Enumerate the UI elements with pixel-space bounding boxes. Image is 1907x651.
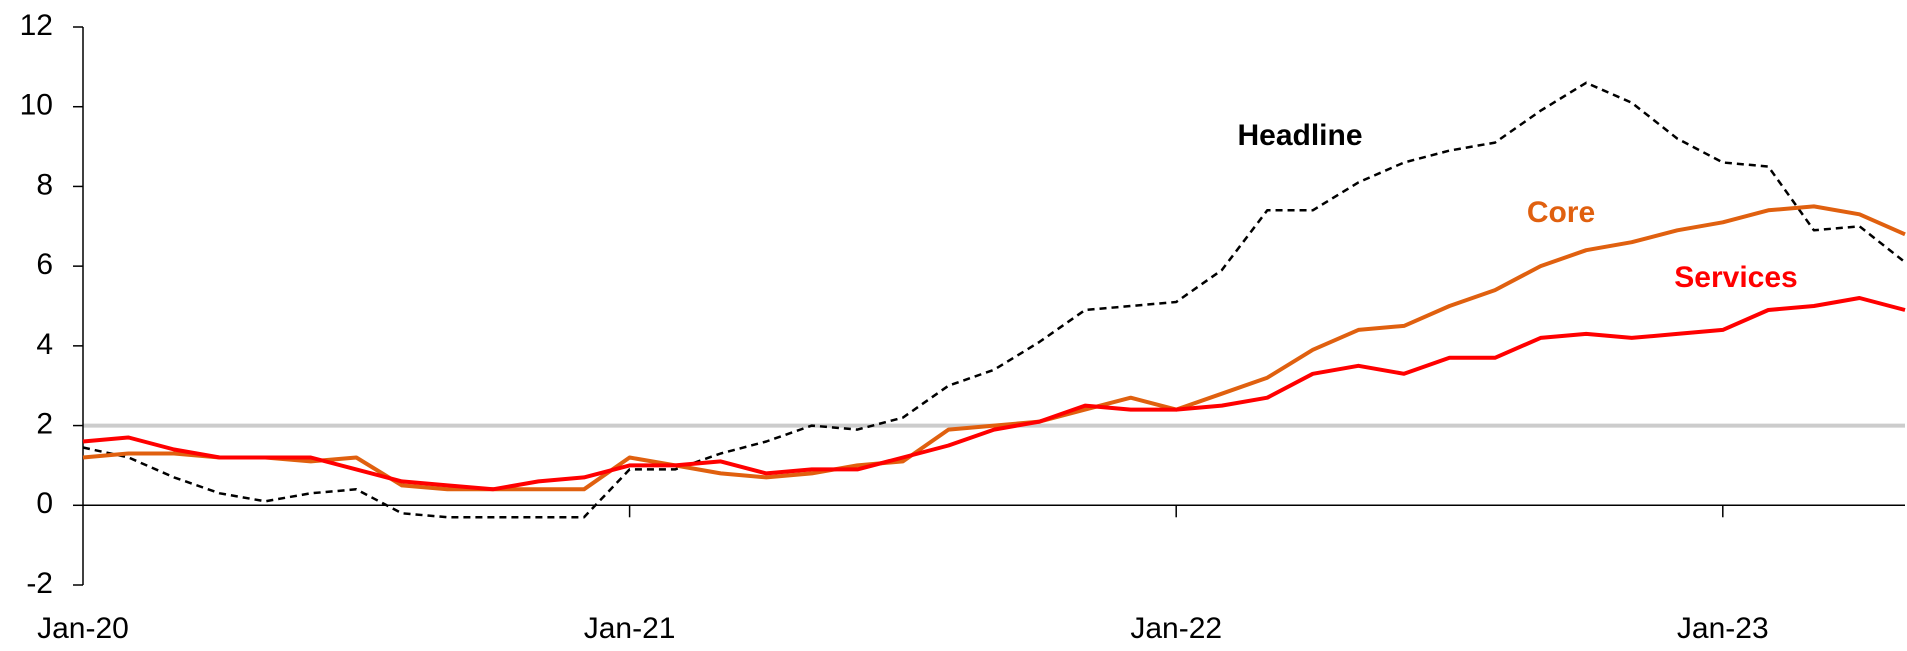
series-line xyxy=(82,81,1906,519)
y-tick-label: 8 xyxy=(36,168,53,201)
y-tick-label: 10 xyxy=(20,89,53,122)
y-tick-label: 12 xyxy=(20,9,53,42)
series-label: Services xyxy=(1674,261,1797,294)
series-label: Headline xyxy=(1237,119,1362,152)
y-tick-label: 6 xyxy=(36,248,53,281)
y-tick-label: -2 xyxy=(26,567,53,600)
x-tick-label: Jan-20 xyxy=(37,612,129,645)
y-tick-label: 4 xyxy=(36,328,53,361)
series-line xyxy=(82,296,1906,492)
y-tick-label: 2 xyxy=(36,407,53,440)
x-tick-label: Jan-21 xyxy=(584,612,676,645)
series-line xyxy=(82,204,1906,492)
series-label: Core xyxy=(1527,196,1595,229)
x-tick-label: Jan-23 xyxy=(1677,612,1769,645)
y-tick-label: 0 xyxy=(36,487,53,520)
x-tick-label: Jan-22 xyxy=(1130,612,1222,645)
